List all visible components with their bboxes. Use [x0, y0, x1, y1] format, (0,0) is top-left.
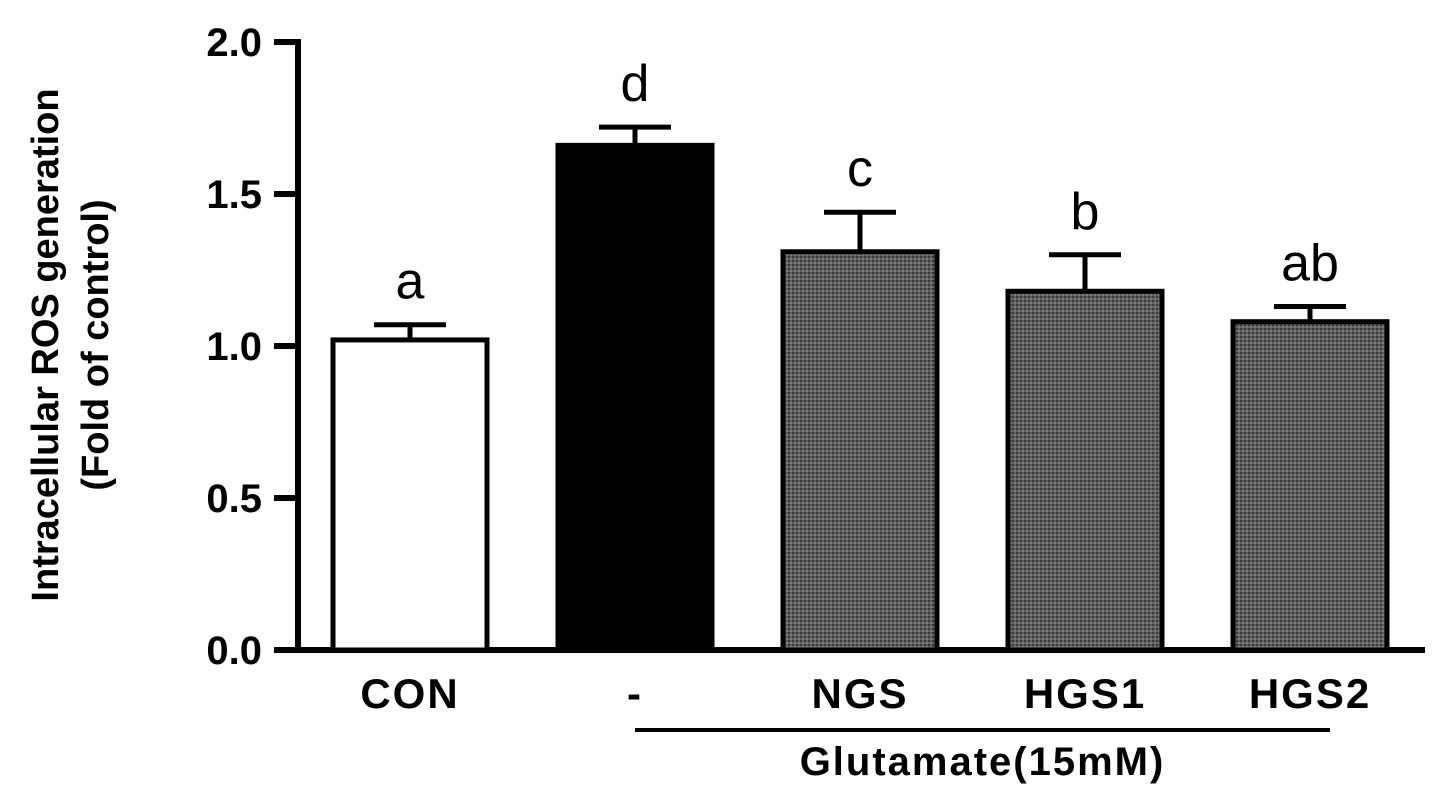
y-axis-label-line-1: Intracellular ROS generation — [25, 88, 67, 601]
bar — [1230, 319, 1390, 653]
x-tick-label: HGS2 — [1249, 670, 1371, 717]
plot-area: 0.0 0.5 1.0 1.5 2.0 a CON d - c NGS b HGS1 ab HGS2 — [206, 21, 1425, 732]
y-tick-label: 0.5 — [206, 477, 262, 521]
x-tick-label: CON — [360, 670, 459, 717]
significance-label: a — [396, 253, 425, 311]
bar — [780, 249, 940, 653]
bar — [555, 142, 715, 653]
significance-label: ab — [1281, 234, 1339, 292]
x-tick-label: NGS — [811, 670, 908, 717]
significance-label: b — [1071, 183, 1100, 241]
y-tick-label: 1.0 — [206, 325, 262, 369]
significance-label: c — [847, 140, 873, 198]
group-label: Glutamate(15mM) — [800, 740, 1166, 784]
x-tick-label: - — [627, 670, 643, 717]
bar — [330, 337, 490, 653]
y-tick-label: 2.0 — [206, 21, 262, 65]
bar — [1005, 288, 1165, 653]
y-axis-label-line-2: (Fold of control) — [75, 199, 117, 490]
significance-label: d — [621, 55, 650, 113]
y-tick-label: 0.0 — [206, 629, 262, 673]
y-tick-label: 1.5 — [206, 173, 262, 217]
x-tick-label: HGS1 — [1024, 670, 1146, 717]
y-axis-label: Intracellular ROS generation (Fold of co… — [25, 88, 117, 601]
